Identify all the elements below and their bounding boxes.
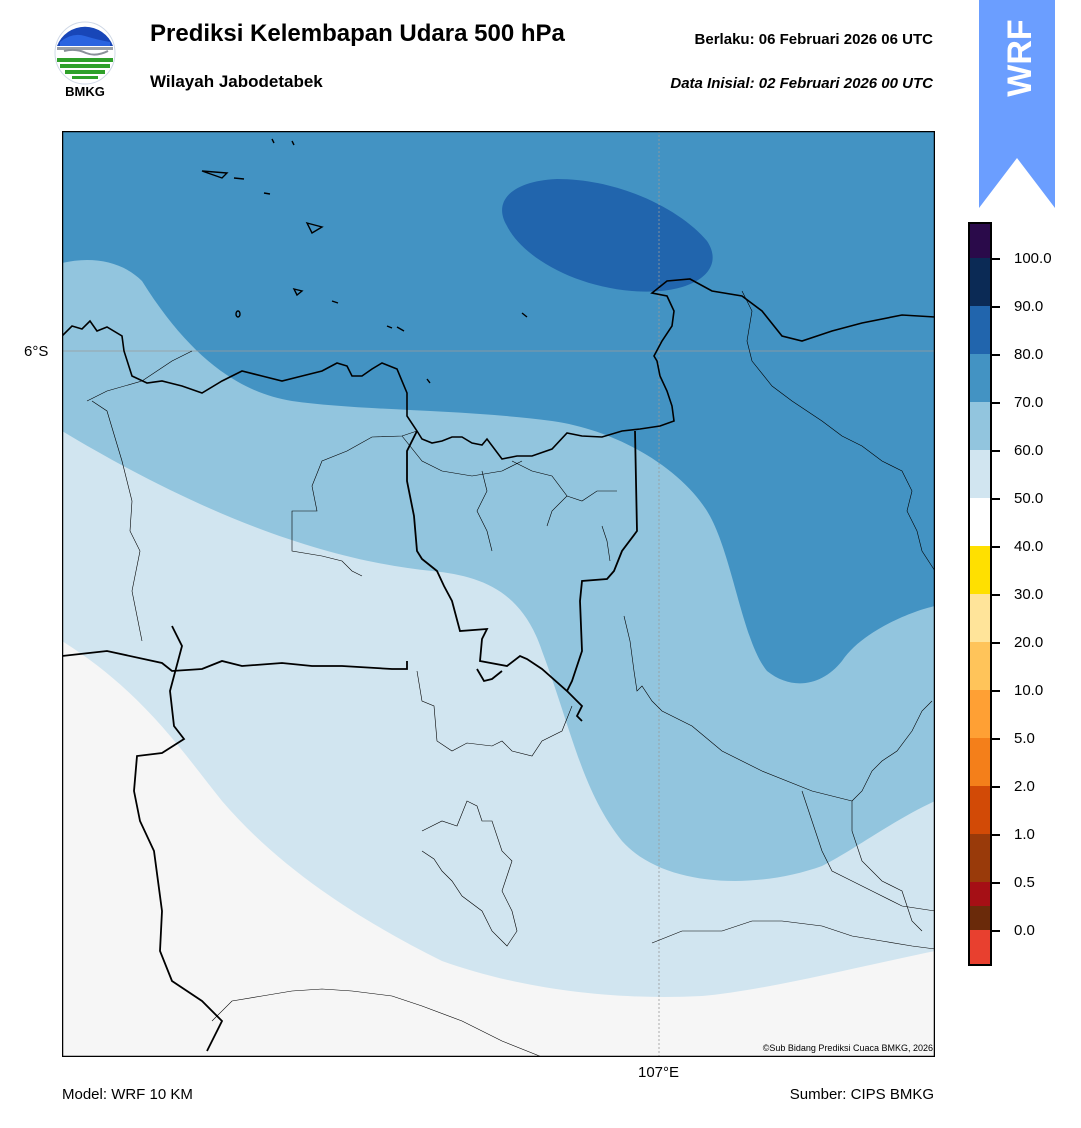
lon-label: 107°E	[638, 1064, 680, 1081]
colorbar-label: 100.0	[1014, 250, 1052, 267]
colorbar-segment	[968, 738, 992, 786]
colorbar-segment	[968, 834, 992, 882]
wrf-badge: WRF	[979, 0, 1055, 208]
district-boundaries	[86, 290, 936, 1058]
valid-time: Berlaku: 06 Februari 2026 06 UTC	[694, 31, 933, 48]
humidity-map	[60, 129, 937, 1059]
colorbar-label: 50.0	[1014, 490, 1044, 507]
colorbar-tick	[992, 882, 1000, 884]
colorbar-label: 80.0	[1014, 346, 1044, 363]
colorbar-label: 70.0	[1014, 394, 1044, 411]
colorbar-label: 30.0	[1014, 586, 1044, 603]
colorbar-tick	[992, 402, 1000, 404]
colorbar-segment	[968, 642, 992, 690]
colorbar-label: 0.0	[1014, 922, 1035, 939]
colorbar-tick	[992, 786, 1000, 788]
colorbar-tick	[992, 690, 1000, 692]
colorbar-segment	[968, 306, 992, 354]
colorbar-tick	[992, 258, 1000, 260]
colorbar-segment	[968, 402, 992, 450]
colorbar-segment	[968, 690, 992, 738]
colorbar-tick	[992, 594, 1000, 596]
wrf-badge-text: WRF	[1001, 19, 1039, 96]
colorbar-label: 10.0	[1014, 682, 1044, 699]
colorbar-segment	[968, 258, 992, 306]
colorbar-tick	[992, 642, 1000, 644]
colorbar-tick	[992, 354, 1000, 356]
colorbar-tick	[992, 498, 1000, 500]
colorbar-segments	[968, 222, 992, 966]
lat-label: 6°S	[24, 343, 49, 360]
colorbar-segment	[968, 594, 992, 642]
source-info: Sumber: CIPS BMKG	[789, 1086, 934, 1103]
colorbar-segment	[968, 498, 992, 546]
colorbar-tick	[992, 450, 1000, 452]
model-info: Model: WRF 10 KM	[62, 1086, 193, 1103]
colorbar-segment	[968, 546, 992, 594]
region-subtitle: Wilayah Jabodetabek	[150, 72, 323, 91]
colorbar	[968, 222, 992, 966]
islands	[201, 138, 528, 384]
page-title: Prediksi Kelembapan Udara 500 hPa	[150, 20, 565, 47]
colorbar-segment	[968, 354, 992, 402]
colorbar-tick	[992, 930, 1000, 932]
colorbar-tick	[992, 834, 1000, 836]
bmkg-logo-icon	[52, 20, 118, 102]
colorbar-label: 40.0	[1014, 538, 1044, 555]
province-boundary	[61, 430, 638, 1052]
logo-text: BMKG	[65, 84, 105, 99]
colorbar-label: 1.0	[1014, 826, 1035, 843]
colorbar-label: 20.0	[1014, 634, 1044, 651]
copyright-text: ©Sub Bidang Prediksi Cuaca BMKG, 2026	[762, 1043, 933, 1053]
colorbar-segment	[968, 450, 992, 498]
colorbar-segment	[968, 882, 992, 906]
band-80-90	[502, 179, 713, 292]
coastline	[61, 278, 936, 460]
colorbar-tick	[992, 738, 1000, 740]
colorbar-segment	[968, 930, 992, 966]
colorbar-label: 60.0	[1014, 442, 1044, 459]
colorbar-label: 0.5	[1014, 874, 1035, 891]
colorbar-tick	[992, 306, 1000, 308]
colorbar-tick	[992, 546, 1000, 548]
band-70-80	[62, 131, 935, 684]
colorbar-label: 5.0	[1014, 730, 1035, 747]
colorbar-label: 90.0	[1014, 298, 1044, 315]
colorbar-label: 2.0	[1014, 778, 1035, 795]
init-time: Data Inisial: 02 Februari 2026 00 UTC	[670, 75, 933, 92]
colorbar-segment	[968, 786, 992, 834]
colorbar-segment	[968, 222, 992, 258]
